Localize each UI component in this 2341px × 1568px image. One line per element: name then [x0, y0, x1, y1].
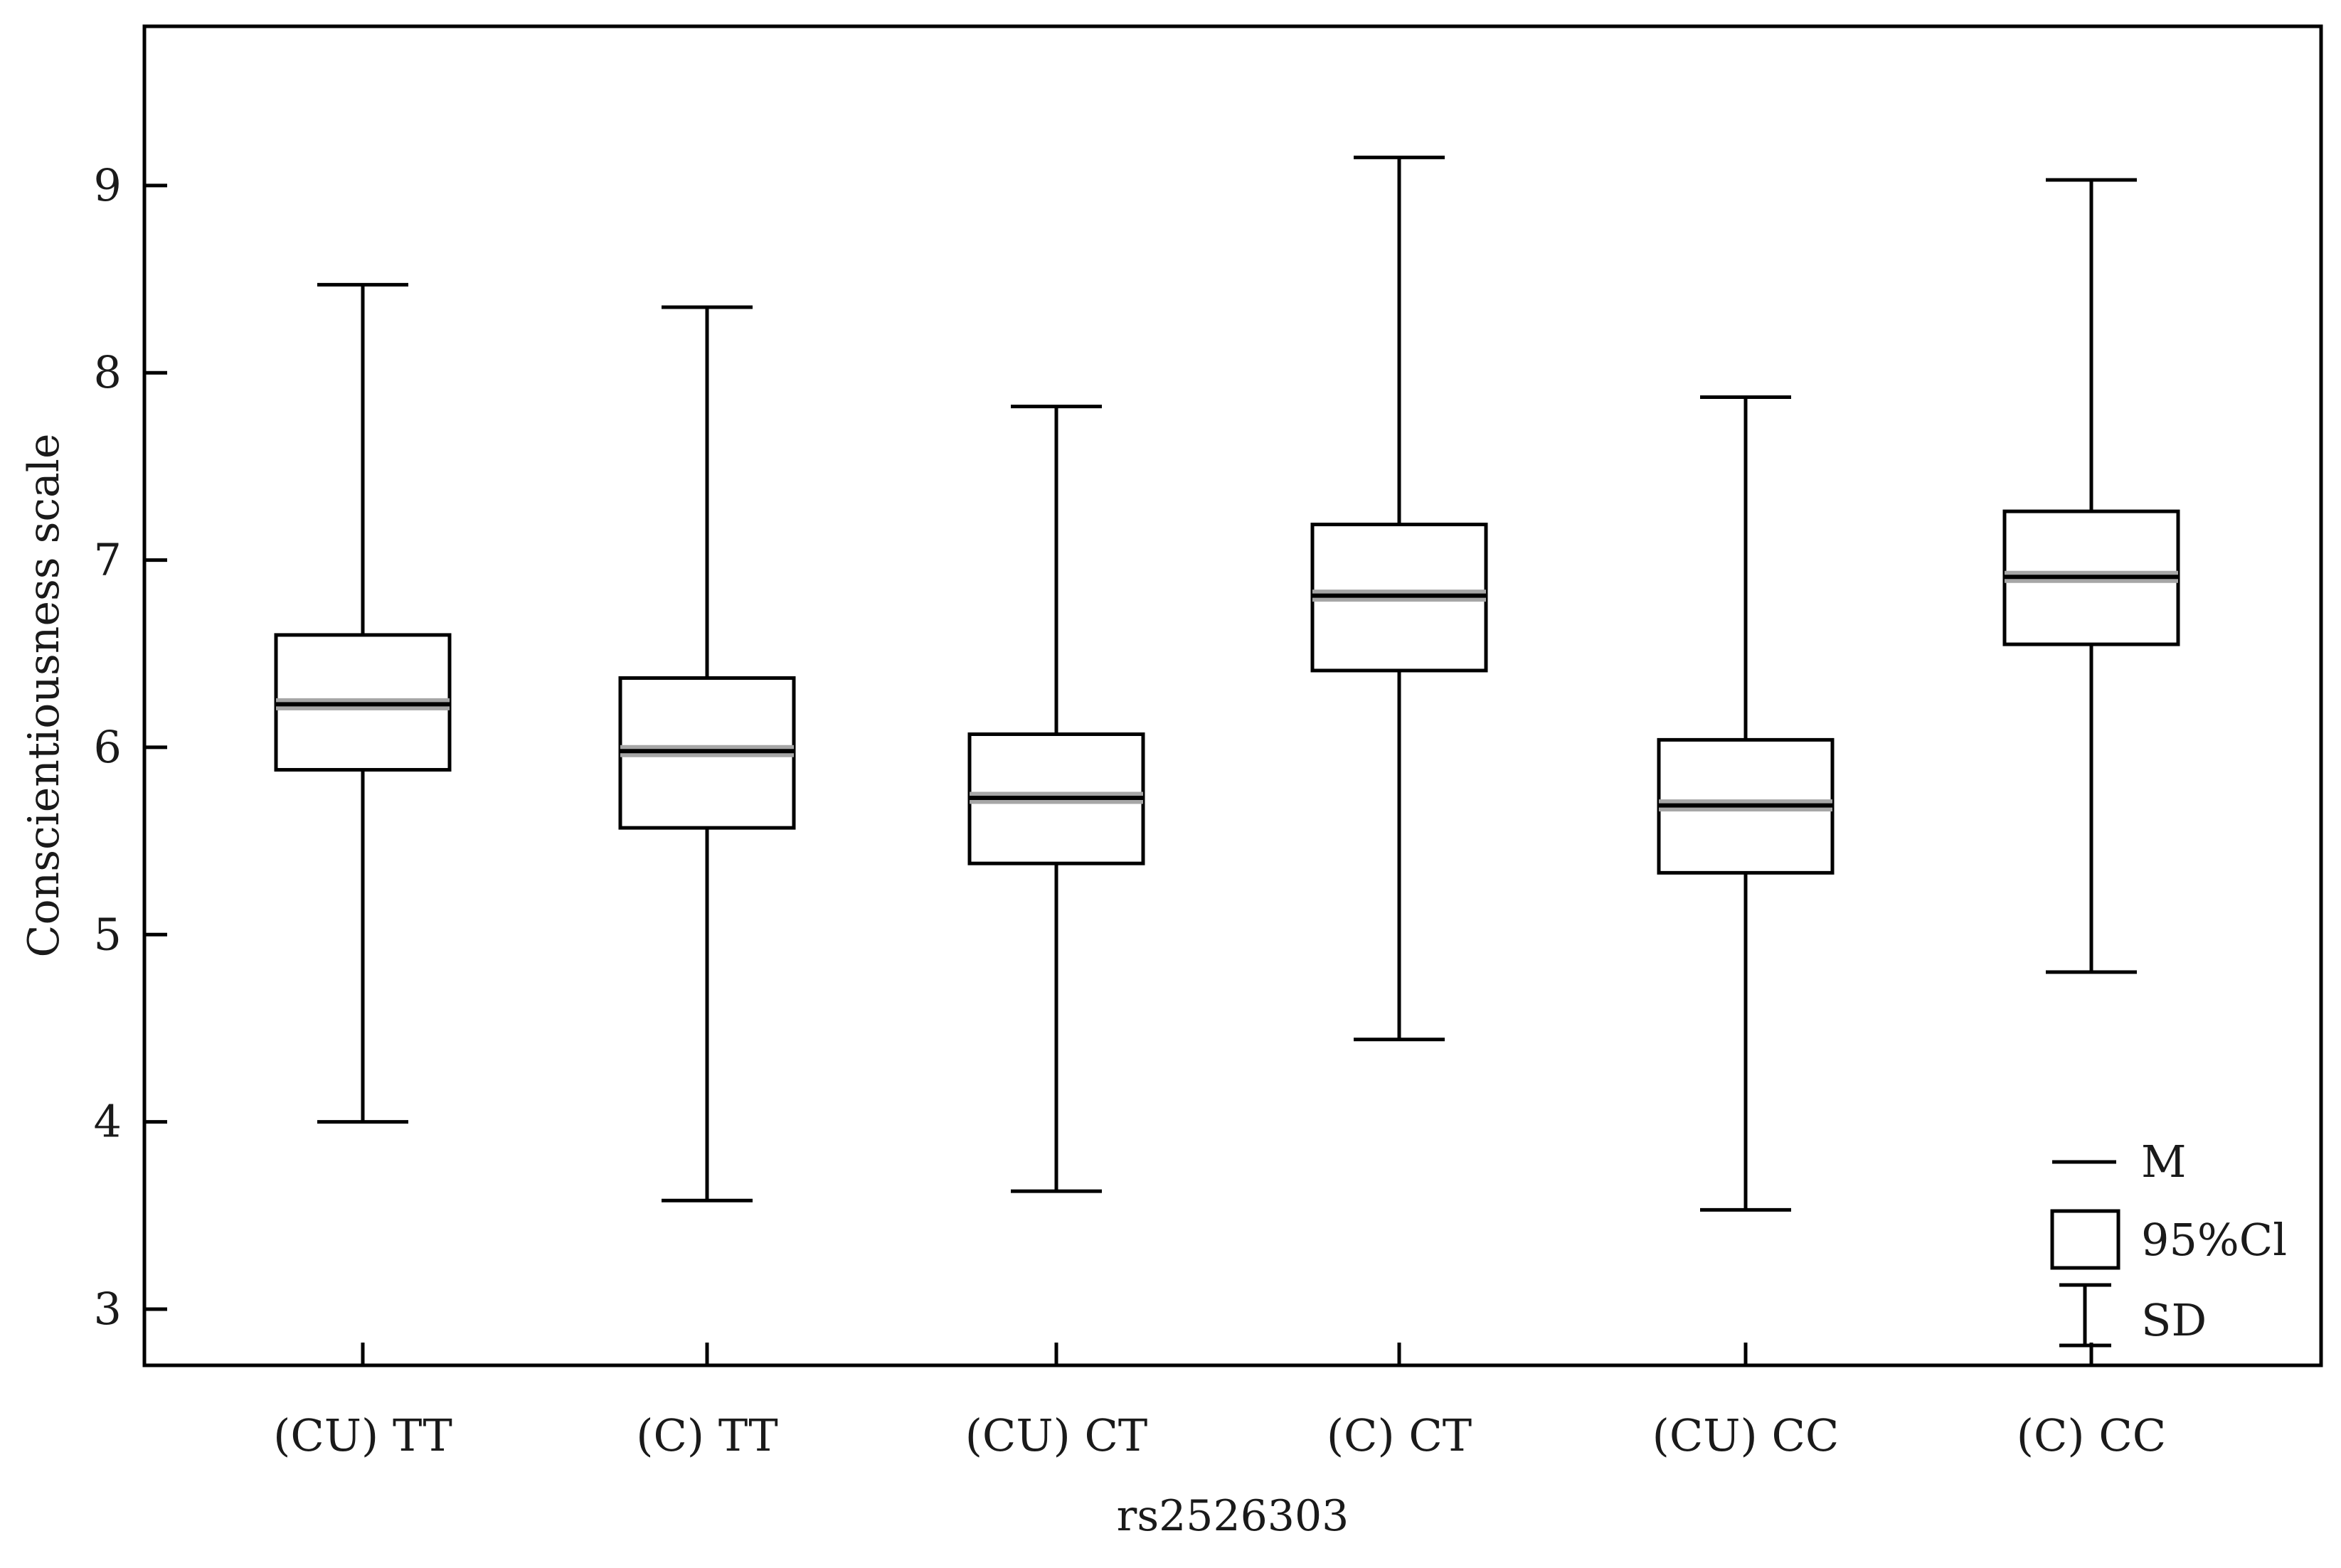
box-group — [1310, 155, 1488, 1042]
box-group — [2002, 178, 2180, 974]
y-tick-label: 7 — [94, 534, 122, 586]
legend-mean-label: M — [2141, 1136, 2186, 1188]
y-tick-label: 5 — [94, 908, 122, 960]
x-tick-label: (C) CC — [2017, 1409, 2166, 1461]
y-tick-label: 9 — [94, 159, 122, 211]
x-tick-label: (C) TT — [636, 1409, 777, 1461]
y-tick-label: 4 — [94, 1096, 122, 1148]
y-tick-label: 3 — [94, 1283, 122, 1335]
box-group — [1657, 395, 1835, 1212]
legend: M 95%Cl SD — [2050, 1136, 2287, 1348]
x-tick-label: (CU) TT — [273, 1409, 452, 1461]
legend-ci-label: 95%Cl — [2141, 1214, 2287, 1266]
box-group — [618, 305, 796, 1202]
y-tick-label: 6 — [94, 721, 122, 773]
legend-ci-symbol — [2050, 1209, 2120, 1270]
y-axis: 3 4 5 6 7 8 9 — [94, 159, 167, 1335]
box-group — [967, 405, 1145, 1193]
plot-frame — [142, 24, 2323, 1367]
y-axis-title: Conscientiousness scale — [19, 434, 69, 958]
y-tick-label: 8 — [94, 346, 122, 398]
box-group — [274, 282, 452, 1124]
x-axis-title: rs2526303 — [1117, 1491, 1349, 1541]
x-axis: (CU) TT (C) TT (CU) CT (C) CT (CU) CC (C) CC — [273, 1343, 2166, 1461]
x-tick-label: (CU) CC — [1652, 1409, 1840, 1461]
x-tick-label: (C) CT — [1327, 1409, 1472, 1461]
plot-area — [274, 155, 2180, 1212]
x-tick-label: (CU) CT — [965, 1409, 1148, 1461]
legend-sd-label: SD — [2141, 1294, 2207, 1346]
